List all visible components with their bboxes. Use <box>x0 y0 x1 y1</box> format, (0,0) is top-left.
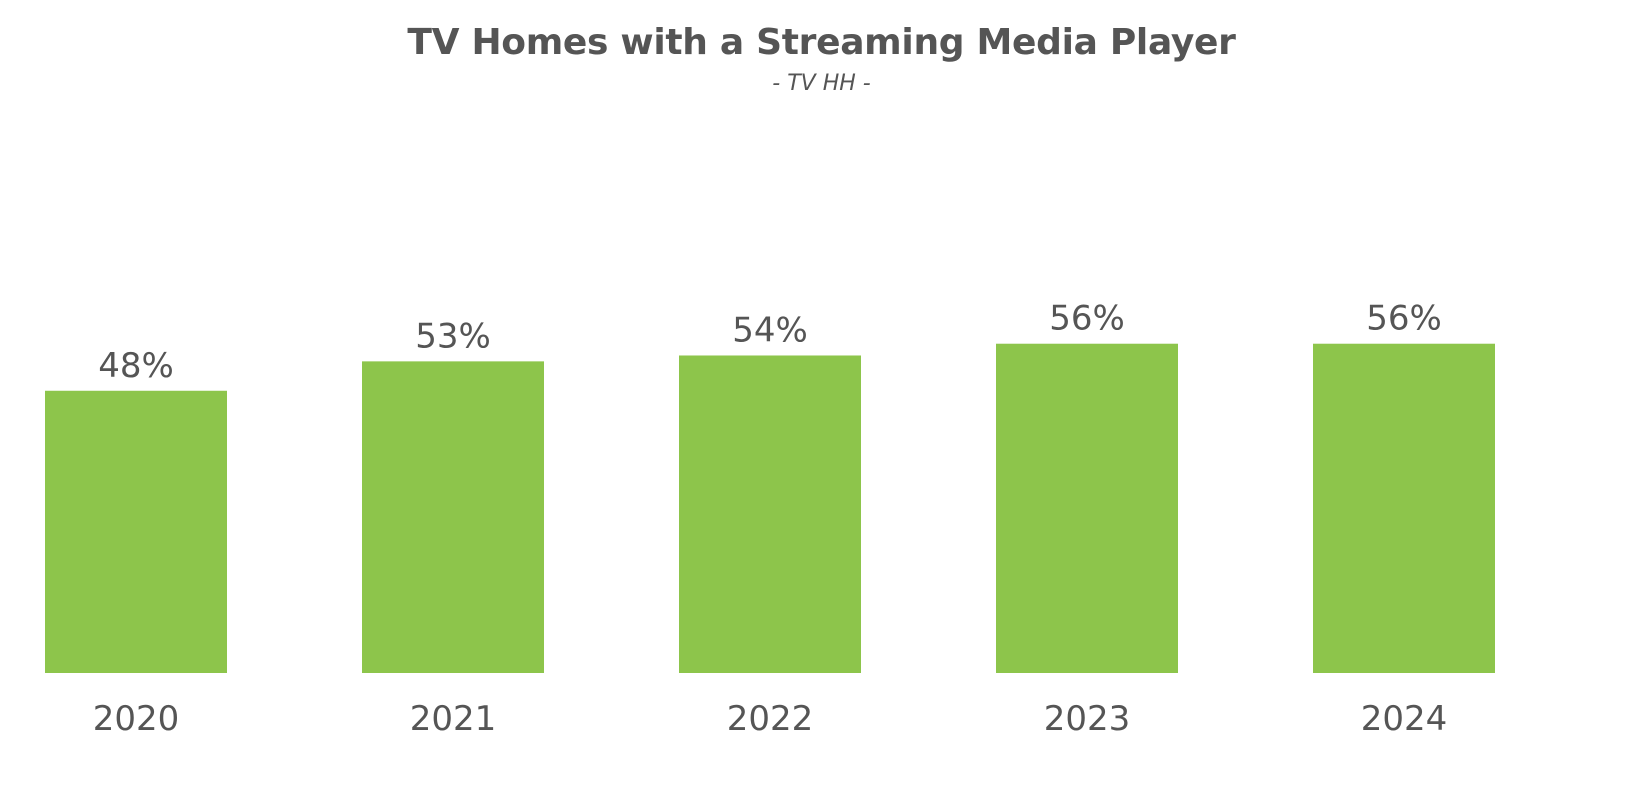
x-tick-label-2021: 2021 <box>410 699 497 739</box>
bar-2023 <box>996 343 1178 673</box>
data-label-2020: 48% <box>98 346 174 386</box>
data-label-2021: 53% <box>415 316 491 356</box>
bar-2024 <box>1313 343 1495 673</box>
bars-layer <box>45 343 1495 673</box>
data-label-2022: 54% <box>732 310 808 350</box>
bar-2020 <box>45 390 227 673</box>
x-tick-label-2023: 2023 <box>1044 699 1131 739</box>
x-tick-label-2020: 2020 <box>93 699 180 739</box>
tick-labels-layer: 2020 2021 2022 2023 2024 <box>93 699 1448 739</box>
chart-subtitle: - TV HH - <box>772 71 871 96</box>
bar-2022 <box>679 355 861 673</box>
chart-title: TV Homes with a Streaming Media Player <box>407 22 1236 63</box>
bar-2021 <box>362 361 544 673</box>
x-tick-label-2024: 2024 <box>1361 699 1448 739</box>
value-labels-layer: 48% 53% 54% 56% 56% <box>98 299 1442 386</box>
data-label-2023: 56% <box>1049 299 1125 339</box>
data-label-2024: 56% <box>1366 299 1442 339</box>
x-tick-label-2022: 2022 <box>727 699 814 739</box>
